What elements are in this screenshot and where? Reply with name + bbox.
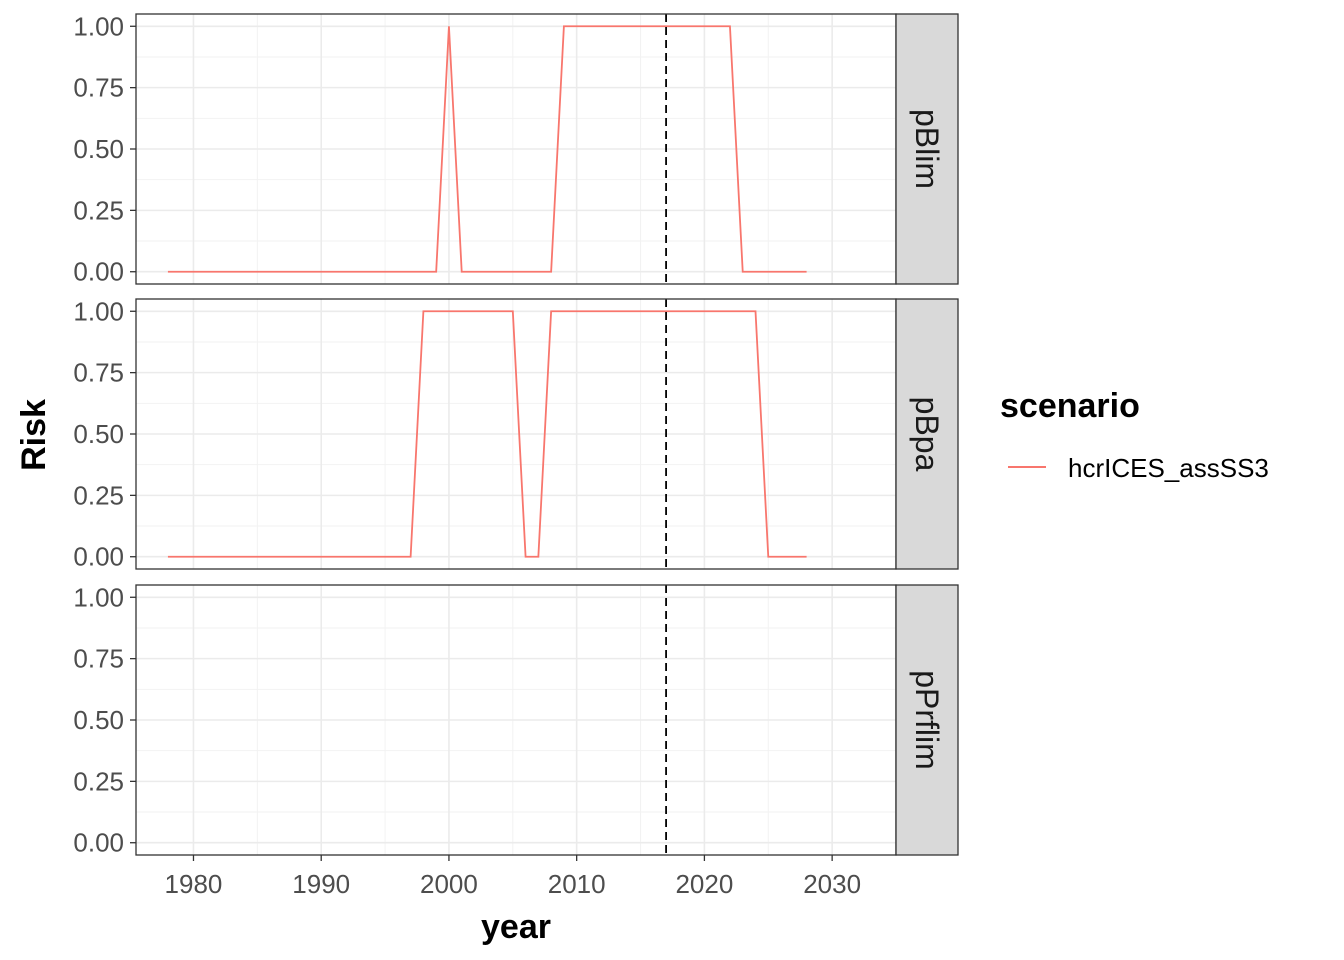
facet-panel-pBpa: 0.00 0.25 0.50 0.75 1.00 pBpa	[73, 296, 959, 572]
x-axis: 1980 1990 2000 2010 2020 2030	[165, 855, 861, 899]
facet-panel-pBlim: 0.00 0.25 0.50 0.75 1.00 pBlim	[73, 11, 959, 287]
y-tick-label: 0.00	[73, 828, 124, 858]
y-tick-label: 0.75	[73, 73, 124, 103]
facet-panels: 0.00 0.25 0.50 0.75 1.00 pBlim 0.00 0.25 0.50 0.7…	[73, 11, 959, 858]
facet-panel-pPrflim: 0.00 0.25 0.50 0.75 1.00 pPrflim	[73, 582, 959, 858]
x-tick-label: 2000	[420, 869, 478, 899]
legend-title: scenario	[1000, 387, 1140, 425]
facet-strip	[895, 584, 959, 856]
y-tick-label: 1.00	[73, 296, 124, 326]
legend-entry-label: hcrICES_assSS3	[1068, 453, 1269, 483]
y-tick-label: 0.50	[73, 419, 124, 449]
x-tick-label: 2030	[803, 869, 861, 899]
y-tick-label: 0.75	[73, 644, 124, 674]
x-axis-title: year	[481, 908, 551, 946]
facet-strip-label: pBlim	[909, 109, 945, 189]
facet-strip	[895, 13, 959, 285]
y-tick-label: 0.50	[73, 134, 124, 164]
y-tick-label: 0.25	[73, 766, 124, 796]
y-tick-label: 0.25	[73, 195, 124, 225]
x-tick-label: 1980	[165, 869, 223, 899]
y-tick-label: 0.25	[73, 480, 124, 510]
facet-strip-label: pBpa	[909, 397, 945, 472]
y-tick-label: 0.00	[73, 542, 124, 572]
x-tick-label: 1990	[292, 869, 350, 899]
x-tick-label: 2020	[675, 869, 733, 899]
y-tick-label: 1.00	[73, 11, 124, 41]
y-tick-label: 0.50	[73, 705, 124, 735]
y-axis-title: Risk	[15, 399, 53, 471]
y-tick-label: 1.00	[73, 582, 124, 612]
facet-strip-label: pPrflim	[909, 670, 945, 770]
y-tick-label: 0.75	[73, 358, 124, 388]
y-tick-label: 0.00	[73, 257, 124, 287]
legend: scenario hcrICES_assSS3	[1000, 387, 1269, 483]
series-line-hcrICES_assSS3	[167, 310, 807, 558]
facet-strip	[895, 298, 959, 570]
x-tick-label: 2010	[548, 869, 606, 899]
series-line-hcrICES_assSS3	[167, 25, 807, 273]
